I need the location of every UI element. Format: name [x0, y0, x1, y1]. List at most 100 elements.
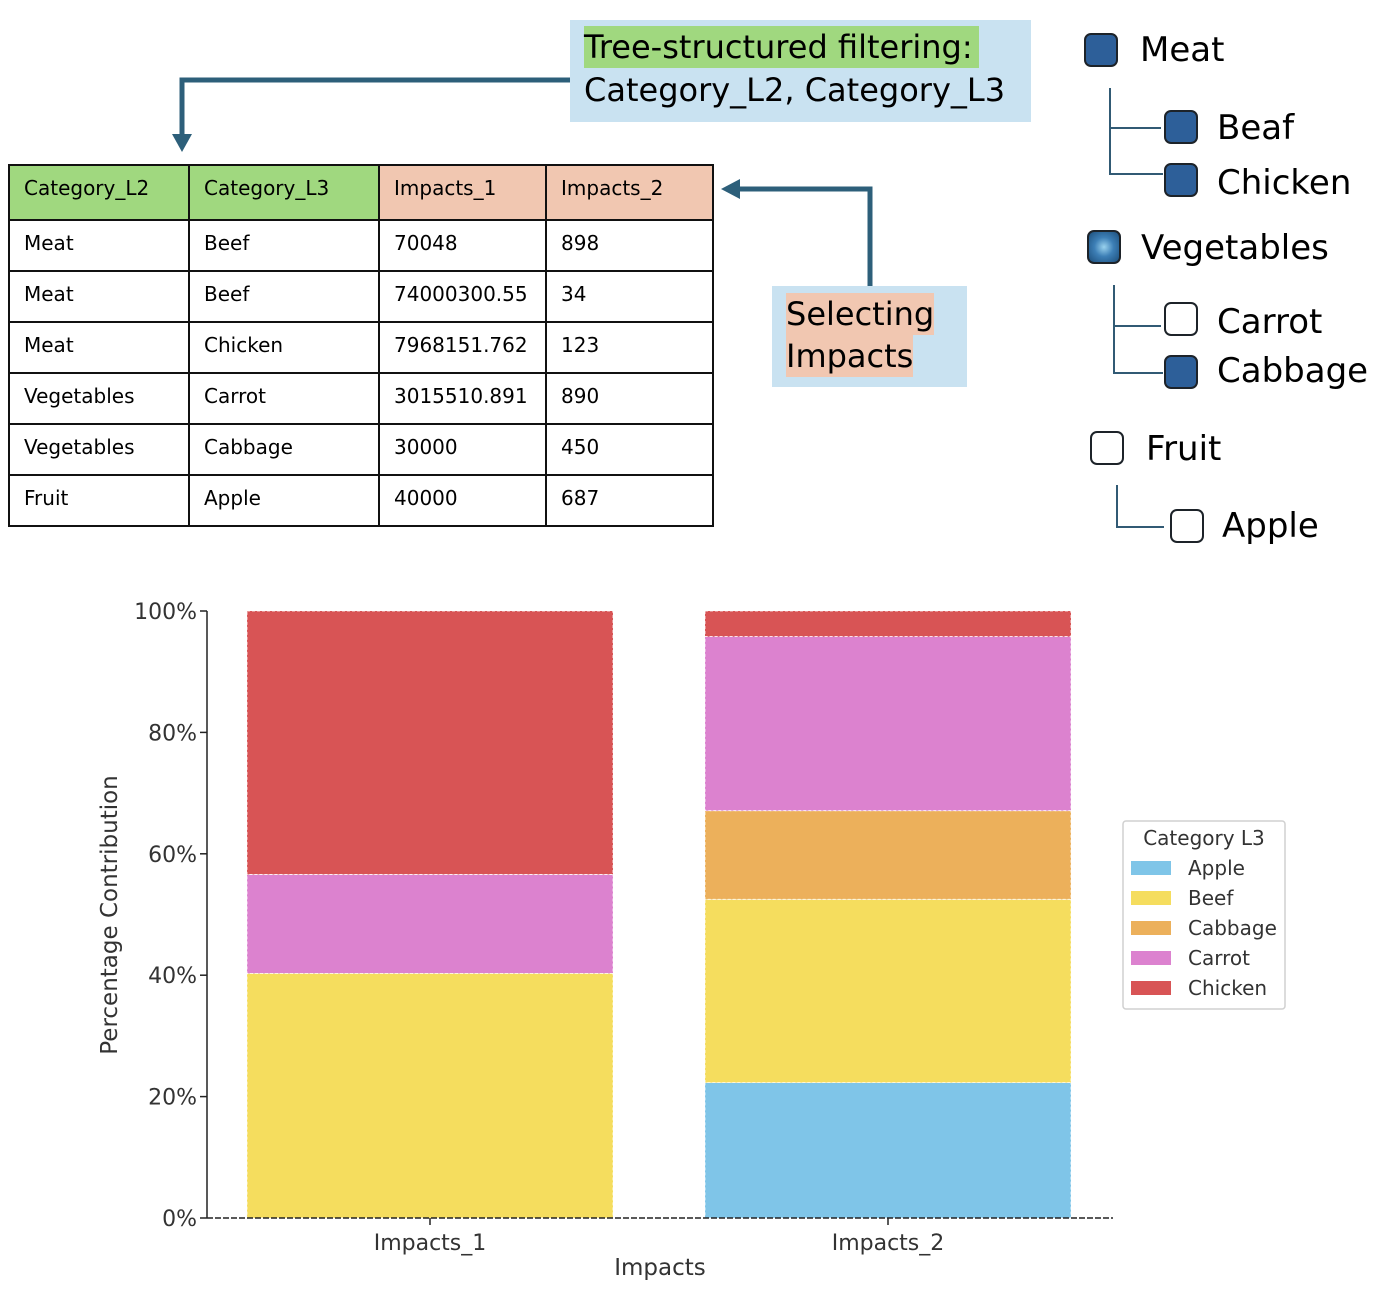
legend-label-beef: Beef [1188, 886, 1234, 910]
table-row: Vegetables Carrot 3015510.891 890 [8, 372, 714, 425]
table-cell: Beef [188, 219, 380, 272]
filter-arrowhead [172, 134, 192, 152]
table-row: Meat Beef 70048 898 [8, 219, 714, 272]
table-cell: Meat [8, 321, 190, 374]
bar-segment-beef-impacts_1 [246, 972, 614, 1219]
bar-segment-apple-impacts_2 [704, 1082, 1072, 1219]
table-cell: 890 [545, 372, 714, 425]
bar-segment-cabbage-impacts_2 [704, 810, 1072, 900]
legend-swatch-cabbage [1131, 921, 1171, 935]
header-category-l3[interactable]: Category_L3 [188, 164, 380, 221]
table-cell: Vegetables [8, 372, 190, 425]
table-cell: Beef [188, 270, 380, 323]
filter-arrow [179, 77, 570, 140]
table-header-row: Category_L2 Category_L3 Impacts_1 Impact… [8, 164, 714, 221]
table-cell: 34 [545, 270, 714, 323]
select-arrowhead [721, 179, 740, 199]
bar-layer [246, 610, 1072, 1219]
table-cell: 30000 [378, 423, 547, 476]
stacked-bar-chart: 0% 20% 40% 60% 80% 100% Impacts_1 Impacts_2 Pe… [97, 600, 1286, 1281]
bar-segment-beef-impacts_2 [704, 898, 1072, 1084]
x-tick-label: Impacts_2 [832, 1231, 945, 1256]
filter-callout-title: Tree-structured filtering: [584, 26, 979, 68]
select-arrow [736, 186, 873, 286]
table-cell: Fruit [8, 474, 190, 527]
checkbox-apple[interactable] [1170, 509, 1204, 543]
legend-swatch-beef [1131, 891, 1171, 905]
table-row: Meat Chicken 7968151.762 123 [8, 321, 714, 374]
y-tick-label: 80% [148, 721, 197, 746]
legend: Category L3 Apple Beef Cabbage Carrot Chicke… [1122, 820, 1286, 1010]
bar-segment-carrot-impacts_2 [704, 636, 1072, 812]
y-axis-label: Percentage Contribution [97, 775, 123, 1055]
checkbox-vegetables[interactable] [1087, 230, 1121, 264]
checkbox-cabbage[interactable] [1164, 355, 1198, 389]
y-tick-label: 20% [148, 1086, 197, 1111]
legend-label-carrot: Carrot [1188, 946, 1250, 970]
table-cell: 450 [545, 423, 714, 476]
table-cell: 70048 [378, 219, 547, 272]
tree-connector [1109, 128, 1163, 175]
legend-swatch-carrot [1131, 951, 1171, 965]
table-cell: Meat [8, 270, 190, 323]
bar-segment-carrot-impacts_1 [246, 874, 614, 974]
tree-label-vegetables: Vegetables [1141, 228, 1329, 268]
tree-label-carrot: Carrot [1217, 302, 1323, 342]
table-cell: Chicken [188, 321, 380, 374]
checkbox-fruit[interactable] [1090, 431, 1124, 465]
select-callout: Selecting Impacts [772, 286, 967, 387]
table-cell: 898 [545, 219, 714, 272]
filter-callout-columns: Category_L2, Category_L3 [584, 71, 1006, 109]
table-cell: 3015510.891 [378, 372, 547, 425]
table-row: Vegetables Cabbage 30000 450 [8, 423, 714, 476]
tree-label-apple: Apple [1222, 506, 1319, 546]
y-tick-layer: 0% 20% 40% 60% 80% 100% [134, 600, 207, 1232]
tree-label-chicken: Chicken [1217, 163, 1352, 203]
tree-connector [1109, 127, 1161, 129]
x-tick-layer: Impacts_1 Impacts_2 [374, 1218, 945, 1256]
table-cell: Meat [8, 219, 190, 272]
header-category-l2[interactable]: Category_L2 [8, 164, 190, 221]
y-tick-label: 40% [148, 964, 197, 989]
legend-label-apple: Apple [1188, 856, 1245, 880]
table-cell: Carrot [188, 372, 380, 425]
table-cell: Cabbage [188, 423, 380, 476]
legend-label-chicken: Chicken [1188, 976, 1267, 1000]
checkbox-meat[interactable] [1084, 33, 1118, 67]
filter-callout: Tree-structured filtering: Category_L2, … [570, 20, 1031, 122]
checkbox-beef[interactable] [1164, 110, 1198, 144]
tree-label-meat: Meat [1140, 30, 1225, 70]
y-tick-label: 60% [148, 843, 197, 868]
tree-connector [1116, 485, 1164, 528]
table-cell: 123 [545, 321, 714, 374]
table-cell: 687 [545, 474, 714, 527]
table-cell: Apple [188, 474, 380, 527]
tree-label-beef: Beaf [1217, 108, 1295, 148]
checkbox-carrot[interactable] [1164, 302, 1198, 336]
tree-connector [1113, 285, 1163, 374]
select-callout-line1: Selecting [786, 293, 935, 335]
table-cell: 74000300.55 [378, 270, 547, 323]
bar-segment-chicken-impacts_1 [246, 610, 614, 875]
tree-label-cabbage: Cabbage [1217, 351, 1369, 391]
x-axis-label: Impacts [614, 1255, 706, 1281]
legend-label-cabbage: Cabbage [1188, 916, 1277, 940]
select-callout-line2: Impacts [786, 335, 914, 377]
data-table: Category_L2 Category_L3 Impacts_1 Impact… [8, 164, 714, 527]
table-row: Fruit Apple 40000 687 [8, 474, 714, 527]
legend-items: Apple Beef Cabbage Carrot Chicken [1131, 856, 1277, 1000]
table-cell: Vegetables [8, 423, 190, 476]
y-tick-label: 0% [162, 1207, 197, 1232]
tree-label-fruit: Fruit [1146, 429, 1222, 469]
legend-swatch-chicken [1131, 981, 1171, 995]
header-impacts-1[interactable]: Impacts_1 [378, 164, 547, 221]
bar-segment-chicken-impacts_2 [704, 610, 1072, 637]
legend-title: Category L3 [1143, 826, 1265, 850]
table-cell: 7968151.762 [378, 321, 547, 374]
header-impacts-2[interactable]: Impacts_2 [545, 164, 714, 221]
table-cell: 40000 [378, 474, 547, 527]
checkbox-chicken[interactable] [1164, 163, 1198, 197]
tree-connector [1109, 88, 1163, 128]
legend-swatch-apple [1131, 861, 1171, 875]
y-tick-label: 100% [134, 600, 197, 625]
